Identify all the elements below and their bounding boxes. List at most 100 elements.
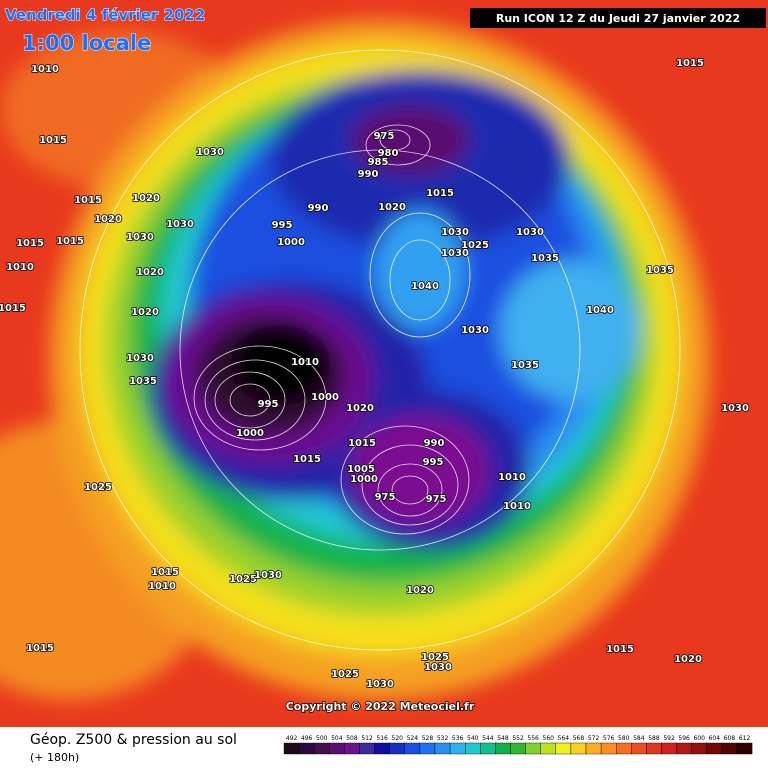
isobar-label: 975 — [375, 492, 396, 503]
colorbar-cell — [344, 742, 360, 755]
isobar-label: 1035 — [511, 360, 539, 371]
colorbar-label: 552 — [512, 735, 524, 742]
colorbar-cell — [646, 742, 662, 755]
colorbar-cell — [676, 742, 692, 755]
isobar-label: 1030 — [461, 325, 489, 336]
isobar-label: 1000 — [311, 392, 339, 403]
colorbar-label: 588 — [648, 735, 660, 742]
colorbar-label: 608 — [724, 735, 736, 742]
copyright: Copyright © 2022 Meteociel.fr — [286, 700, 475, 713]
isobar-label: 1015 — [348, 438, 376, 449]
colorbar-label: 568 — [573, 735, 585, 742]
colorbar-label: 600 — [694, 735, 706, 742]
colorbar-cell — [298, 742, 315, 755]
colorbar-label: 536 — [452, 735, 464, 742]
colorbar-cell — [691, 742, 708, 755]
colorbar-cell — [540, 742, 557, 755]
isobar-label: 1015 — [39, 135, 67, 146]
isobar-label: 1010 — [498, 472, 526, 483]
colorbar-label: 584 — [633, 735, 645, 742]
lead-time: (+ 180h) — [30, 751, 79, 764]
isobar-label: 1035 — [129, 376, 157, 387]
isobar-label: 1015 — [16, 238, 44, 249]
isobar-label: 1030 — [721, 403, 749, 414]
isobar-label: 1015 — [293, 454, 321, 465]
isobar-label: 1020 — [406, 585, 434, 596]
isobar-label: 1035 — [531, 253, 559, 264]
isobar-label: 1020 — [346, 403, 374, 414]
isobar-label: 1020 — [136, 267, 164, 278]
isobar-label: 1000 — [350, 474, 378, 485]
forecast-date: Vendredi 4 février 2022 — [5, 6, 205, 24]
isobar-label: 1025 — [331, 669, 359, 680]
isobar-label: 1030 — [126, 353, 154, 364]
colorbar-cell — [419, 742, 436, 755]
isobar-label: 1000 — [277, 237, 305, 248]
colorbar-cell — [721, 742, 738, 755]
colorbar-label: 504 — [331, 735, 343, 742]
colorbar-label: 592 — [663, 735, 675, 742]
local-time: 1:00 locale — [22, 31, 151, 55]
isobar-label: 1010 — [148, 581, 176, 592]
isobar-label: 1020 — [378, 202, 406, 213]
isobar-labels: 1010 1015 1030 1015 1020 1020 1015 1015 1010 1015… — [0, 57, 750, 691]
colorbar-label: 496 — [301, 735, 313, 742]
isobars — [79, 49, 681, 651]
isobar-label: 1030 — [441, 248, 469, 259]
isobar-label: 1025 — [84, 482, 112, 493]
colorbar-label: 528 — [422, 735, 434, 742]
colorbar-cell — [661, 742, 677, 755]
isobar-label: 990 — [358, 169, 379, 180]
isobar-label: 990 — [424, 438, 445, 449]
colorbar-label: 500 — [316, 735, 328, 742]
colorbar-label: 596 — [678, 735, 690, 742]
isobar-label: 985 — [368, 157, 389, 168]
isobar-label: 1020 — [674, 654, 702, 665]
isobar-label: 1005 — [347, 464, 375, 475]
isobar-label: 1035 — [646, 265, 674, 276]
colorbar-label: 520 — [392, 735, 404, 742]
colorbar-cell — [631, 742, 647, 755]
isobar-label: 980 — [378, 148, 399, 159]
isobar-label: 1025 — [421, 652, 449, 663]
colorbar-label: 604 — [709, 735, 721, 742]
isobar-label: 1030 — [126, 232, 154, 243]
isobar-label: 1015 — [151, 567, 179, 578]
colorbar-cell — [480, 742, 496, 755]
isobar-label: 1015 — [56, 236, 84, 247]
colorbar-label: 556 — [527, 735, 539, 742]
colorbar-label: 548 — [497, 735, 509, 742]
colorbar-cell — [283, 742, 300, 755]
colorbar-label: 524 — [407, 735, 419, 742]
colorbar-label: 508 — [346, 735, 358, 742]
isobar-label: 1010 — [31, 64, 59, 75]
colorbar-cell — [525, 742, 541, 755]
isobar-label: 975 — [374, 131, 395, 142]
isobar-label: 1010 — [503, 501, 531, 512]
isobar-label: 995 — [258, 399, 279, 410]
isobar-label: 1015 — [0, 303, 26, 314]
isobar-label: 1015 — [676, 58, 704, 69]
colorbar-label: 564 — [558, 735, 570, 742]
isobar-label: 1030 — [424, 662, 452, 673]
colorbar-cell — [600, 742, 617, 755]
isobar-label: 1015 — [426, 188, 454, 199]
colorbar-label: 532 — [437, 735, 449, 742]
colorbar-label: 516 — [376, 735, 388, 742]
colorbar-cell — [495, 742, 511, 755]
isobar-label: 1020 — [132, 193, 160, 204]
colorbar: 492 496 500 504 508 512 516 520 524 528 532 536 540 5… — [283, 735, 753, 755]
colorbar-cell — [706, 742, 723, 755]
isobar-label: 1040 — [586, 305, 614, 316]
isobar-label: 1030 — [516, 227, 544, 238]
isobar-label: 1030 — [196, 147, 224, 158]
isobar-label: 1000 — [236, 428, 264, 439]
geopotential-field — [0, 0, 768, 727]
colorbar-cell — [510, 742, 526, 755]
isobar-label: 990 — [308, 203, 329, 214]
colorbar-label: 580 — [618, 735, 630, 742]
colorbar-label: 544 — [482, 735, 494, 742]
colorbar-label: 612 — [739, 735, 751, 742]
